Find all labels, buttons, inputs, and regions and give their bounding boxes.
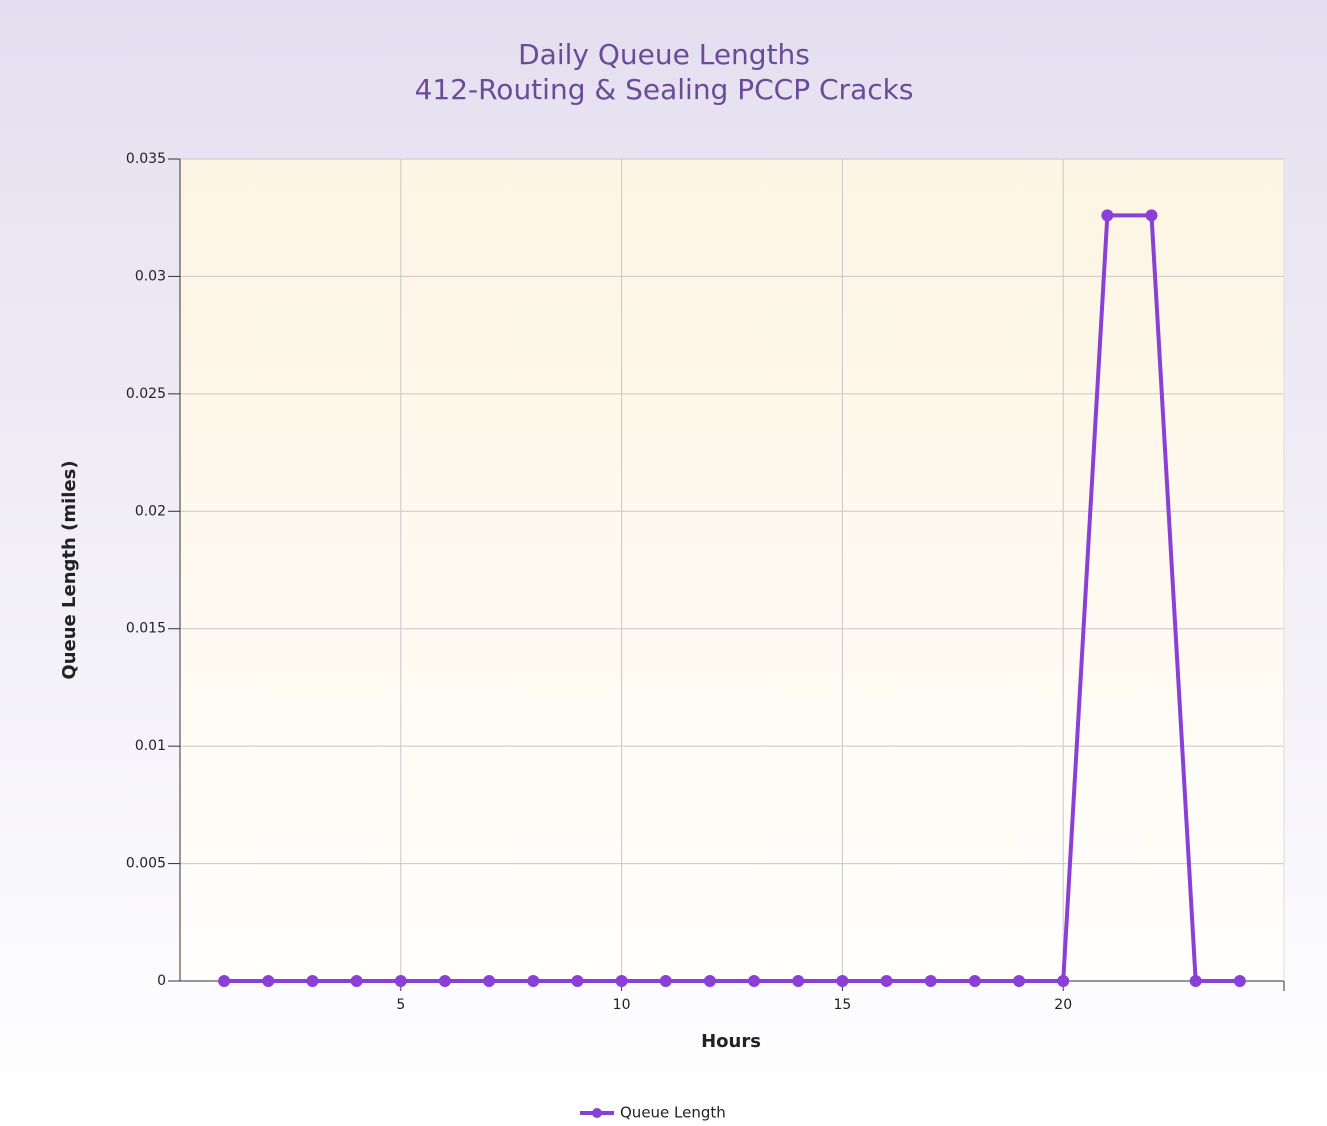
point xyxy=(703,975,716,987)
y-tick-label: 0.015 xyxy=(126,621,166,637)
point xyxy=(262,975,275,987)
point xyxy=(1145,209,1158,222)
point xyxy=(792,975,805,987)
legend-label: Queue Length xyxy=(620,1104,726,1122)
x-tick-label: 15 xyxy=(833,997,851,1013)
y-tick-label: 0.03 xyxy=(135,268,166,284)
chart-title: Daily Queue Lengths xyxy=(518,38,810,71)
y-axis-label: Queue Length (miles) xyxy=(59,460,80,679)
point xyxy=(394,975,407,987)
point xyxy=(1101,209,1114,222)
point xyxy=(615,975,628,987)
point xyxy=(218,975,231,987)
y-tick-label: 0.025 xyxy=(126,386,166,402)
point xyxy=(1013,975,1026,987)
point xyxy=(836,975,849,987)
point xyxy=(571,975,584,987)
point xyxy=(527,975,540,987)
point xyxy=(880,975,893,987)
x-tick-label: 10 xyxy=(613,997,631,1013)
point xyxy=(968,975,981,987)
y-tick-label: 0.02 xyxy=(135,503,166,519)
point xyxy=(924,975,937,987)
point xyxy=(1233,975,1246,987)
legend-swatch xyxy=(592,1108,602,1118)
plot-area xyxy=(180,159,1284,981)
y-tick-label: 0 xyxy=(157,973,166,989)
point xyxy=(483,975,496,987)
point xyxy=(350,975,363,987)
chart-subtitle: 412-Routing & Sealing PCCP Cracks xyxy=(415,73,914,106)
y-tick-label: 0.005 xyxy=(126,856,166,872)
point xyxy=(659,975,672,987)
point xyxy=(1057,975,1070,987)
point xyxy=(438,975,451,987)
y-tick-label: 0.01 xyxy=(135,738,166,754)
x-axis-label: Hours xyxy=(701,1031,761,1052)
x-tick-label: 5 xyxy=(396,997,405,1013)
point xyxy=(1189,975,1202,987)
series-line xyxy=(224,213,1240,983)
y-tick-label: 0.035 xyxy=(126,151,166,167)
x-tick-label: 20 xyxy=(1054,997,1072,1013)
point xyxy=(748,975,761,987)
point xyxy=(306,975,319,987)
